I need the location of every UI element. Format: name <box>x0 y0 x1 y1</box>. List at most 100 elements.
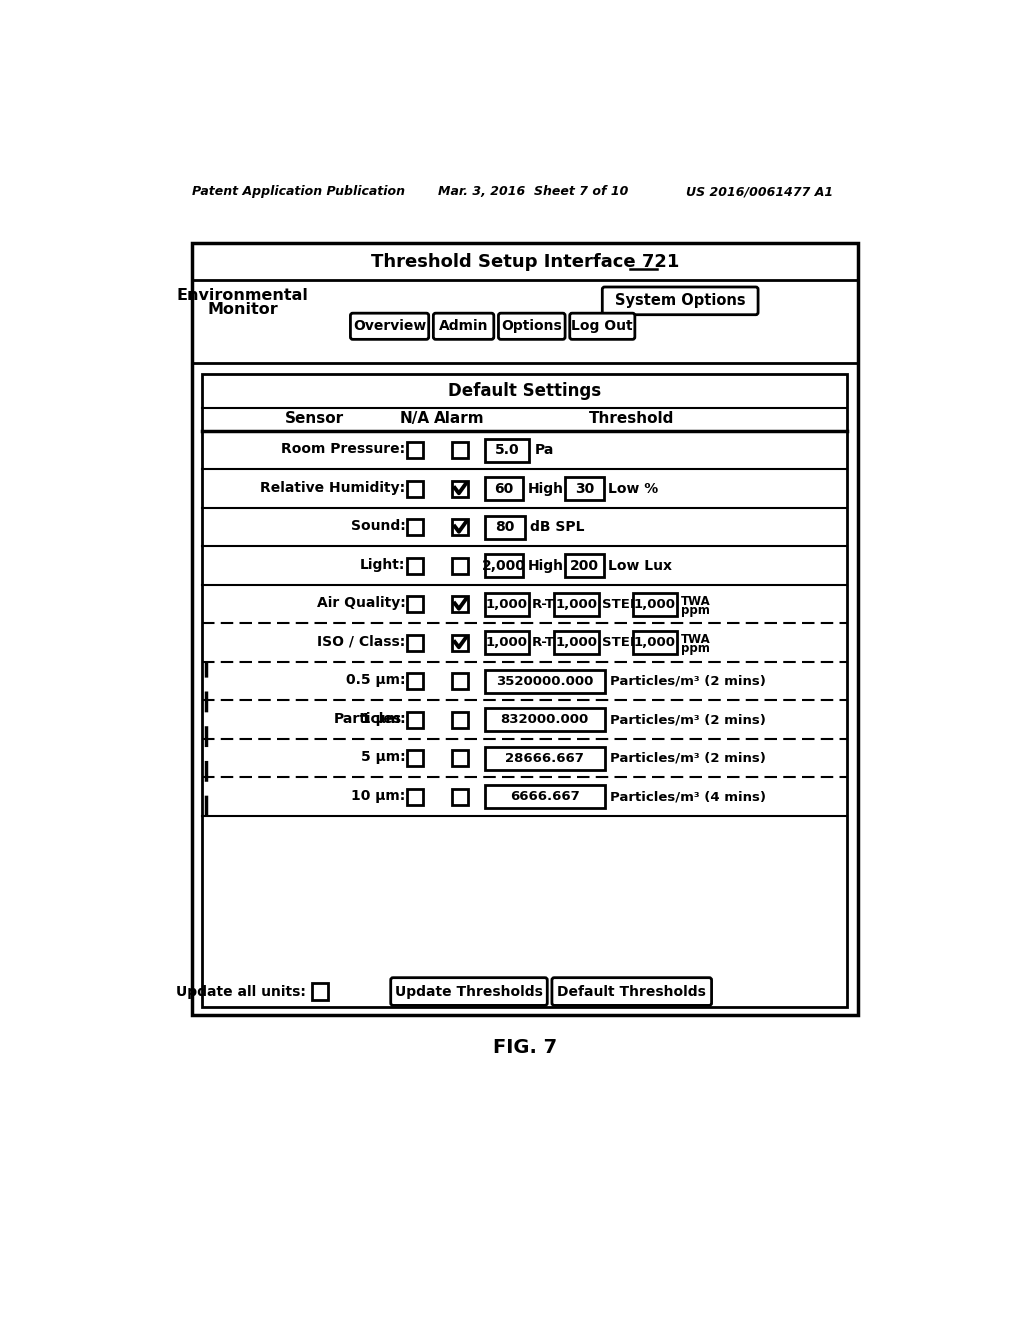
Bar <box>452 711 468 727</box>
Text: Sound:: Sound: <box>350 520 406 533</box>
Text: Low Lux: Low Lux <box>608 558 673 573</box>
Bar <box>407 673 423 689</box>
Bar <box>452 788 468 805</box>
Bar <box>484 516 524 539</box>
Bar <box>407 750 423 767</box>
Bar <box>484 708 604 731</box>
Bar <box>484 438 529 462</box>
Text: 1,000: 1,000 <box>486 598 528 611</box>
Text: ISO / Class:: ISO / Class: <box>317 635 406 649</box>
Text: Update Thresholds: Update Thresholds <box>395 985 543 998</box>
Bar <box>565 554 604 577</box>
Text: Default Settings: Default Settings <box>449 381 601 400</box>
Text: 1,000: 1,000 <box>634 598 676 611</box>
Bar <box>191 243 858 1015</box>
Bar <box>452 597 468 612</box>
Text: Particles/m³ (2 mins): Particles/m³ (2 mins) <box>610 751 766 764</box>
Bar <box>407 711 423 727</box>
Text: ppm: ppm <box>681 603 710 616</box>
Text: Mar. 3, 2016  Sheet 7 of 10: Mar. 3, 2016 Sheet 7 of 10 <box>438 185 629 198</box>
Bar <box>452 635 468 651</box>
Text: US 2016/0061477 A1: US 2016/0061477 A1 <box>686 185 834 198</box>
Bar <box>484 747 604 770</box>
Bar <box>452 673 468 689</box>
Bar <box>484 785 604 808</box>
Text: Patent Application Publication: Patent Application Publication <box>191 185 404 198</box>
Bar <box>565 478 604 500</box>
Text: Update all units:: Update all units: <box>176 985 306 998</box>
Text: 1,000: 1,000 <box>556 598 598 611</box>
Text: Overview: Overview <box>353 319 426 333</box>
Text: Particles/m³ (2 mins): Particles/m³ (2 mins) <box>610 713 766 726</box>
FancyBboxPatch shape <box>499 313 565 339</box>
Text: 28666.667: 28666.667 <box>505 751 584 764</box>
Text: Sensor: Sensor <box>285 411 344 426</box>
Text: 832000.000: 832000.000 <box>501 713 589 726</box>
Text: Particles/m³ (2 mins): Particles/m³ (2 mins) <box>610 675 766 688</box>
Text: Environmental: Environmental <box>177 288 308 304</box>
Bar <box>203 374 847 1007</box>
Text: dB SPL: dB SPL <box>530 520 585 535</box>
Text: 1,000: 1,000 <box>486 636 528 649</box>
Text: STEL: STEL <box>601 636 638 649</box>
Bar <box>484 669 604 693</box>
Bar <box>407 557 423 574</box>
Bar <box>312 983 329 999</box>
Bar <box>452 557 468 574</box>
Text: System Options: System Options <box>614 293 745 309</box>
Text: Light:: Light: <box>360 558 406 572</box>
Text: Default Thresholds: Default Thresholds <box>557 985 707 998</box>
Text: 0.5 μm:: 0.5 μm: <box>346 673 406 688</box>
Bar <box>633 593 678 615</box>
Bar <box>407 480 423 496</box>
Text: 60: 60 <box>495 482 513 496</box>
Text: TWA: TWA <box>681 594 711 607</box>
Bar <box>484 554 523 577</box>
Text: TWA: TWA <box>681 634 711 647</box>
Bar <box>484 478 523 500</box>
FancyBboxPatch shape <box>433 313 494 339</box>
Bar <box>407 442 423 458</box>
Text: 3520000.000: 3520000.000 <box>496 675 593 688</box>
Bar <box>407 788 423 805</box>
Bar <box>554 593 599 615</box>
Bar <box>633 631 678 655</box>
Bar <box>554 631 599 655</box>
Bar <box>407 635 423 651</box>
Text: 1 μm:: 1 μm: <box>360 711 406 726</box>
Text: Admin: Admin <box>439 319 488 333</box>
Text: 5 μm:: 5 μm: <box>360 751 406 764</box>
Text: 10 μm:: 10 μm: <box>351 789 406 803</box>
FancyBboxPatch shape <box>602 286 758 314</box>
Text: Threshold: Threshold <box>589 411 675 426</box>
Bar <box>452 750 468 767</box>
Bar <box>452 442 468 458</box>
Text: Alarm: Alarm <box>434 411 485 426</box>
Bar <box>407 597 423 612</box>
Text: 5.0: 5.0 <box>495 444 519 457</box>
Text: Room Pressure:: Room Pressure: <box>282 442 406 457</box>
Text: R-T: R-T <box>531 598 555 611</box>
Text: Air Quality:: Air Quality: <box>316 597 406 610</box>
Text: Pa: Pa <box>535 444 554 457</box>
Text: 2,000: 2,000 <box>482 558 525 573</box>
Text: Particles/m³ (4 mins): Particles/m³ (4 mins) <box>610 791 766 804</box>
Text: High: High <box>528 558 564 573</box>
Text: Particles: Particles <box>334 711 401 726</box>
Text: Relative Humidity:: Relative Humidity: <box>260 480 406 495</box>
Bar <box>484 593 529 615</box>
Bar <box>452 519 468 536</box>
Bar <box>484 631 529 655</box>
Bar <box>452 480 468 496</box>
Text: 30: 30 <box>574 482 594 496</box>
Text: ppm: ppm <box>681 643 710 656</box>
FancyBboxPatch shape <box>391 978 547 1006</box>
Text: FIG. 7: FIG. 7 <box>493 1039 557 1057</box>
Text: Log Out: Log Out <box>571 319 633 333</box>
Text: Threshold Setup Interface 721: Threshold Setup Interface 721 <box>371 252 679 271</box>
Text: Low %: Low % <box>608 482 658 496</box>
FancyBboxPatch shape <box>569 313 635 339</box>
Text: 1,000: 1,000 <box>634 636 676 649</box>
Text: N/A: N/A <box>399 411 430 426</box>
Bar <box>407 519 423 536</box>
